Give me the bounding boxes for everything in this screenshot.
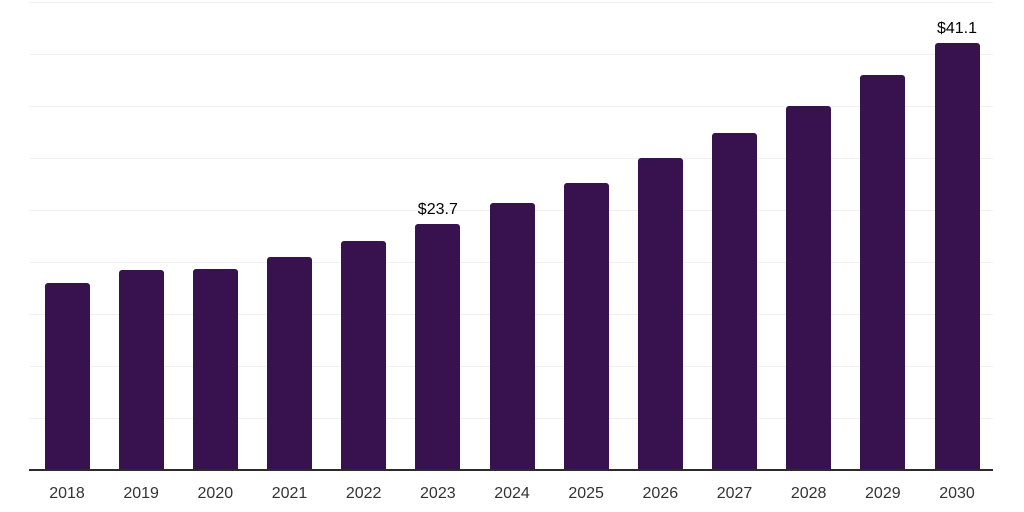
bar-2030[interactable] xyxy=(934,42,980,470)
bar-value-label-2023: $23.7 xyxy=(417,200,458,218)
gridline-35 xyxy=(29,106,993,107)
gridline-45 xyxy=(29,2,993,3)
gridline-40 xyxy=(29,54,993,55)
bar-2018[interactable] xyxy=(44,282,90,470)
bar-2024[interactable] xyxy=(489,202,535,470)
x-tick-2028: 2028 xyxy=(790,485,827,502)
x-tick-2019: 2019 xyxy=(123,485,159,502)
bar-2025[interactable] xyxy=(563,182,609,470)
x-tick-2024: 2024 xyxy=(494,485,530,502)
x-tick-2023: 2023 xyxy=(420,485,456,502)
x-tick-2030: 2030 xyxy=(939,485,975,502)
gridline-30 xyxy=(29,158,993,159)
bar-2023[interactable] xyxy=(415,223,461,470)
x-tick-2029: 2029 xyxy=(865,485,901,502)
bar-2028[interactable] xyxy=(786,106,832,470)
x-tick-2022: 2022 xyxy=(345,485,382,502)
x-tick-2027: 2027 xyxy=(716,485,753,502)
bar-2027[interactable] xyxy=(712,133,757,470)
bar-2019[interactable] xyxy=(118,270,164,470)
plot-area: $23.7 $41.1 xyxy=(29,2,993,471)
x-tick-2021: 2021 xyxy=(271,485,308,502)
bar-2020[interactable] xyxy=(192,269,238,470)
bar-2021[interactable] xyxy=(267,256,312,470)
x-tick-2020: 2020 xyxy=(197,485,234,502)
x-tick-2018: 2018 xyxy=(49,485,85,502)
bar-2029[interactable] xyxy=(860,74,906,470)
bar-2022[interactable] xyxy=(341,241,387,470)
x-axis-line xyxy=(29,469,993,471)
x-tick-2025: 2025 xyxy=(568,485,604,502)
bar-value-label-2030: $41.1 xyxy=(936,19,978,37)
x-tick-2026: 2026 xyxy=(642,485,679,502)
bar-2026[interactable] xyxy=(637,158,683,470)
